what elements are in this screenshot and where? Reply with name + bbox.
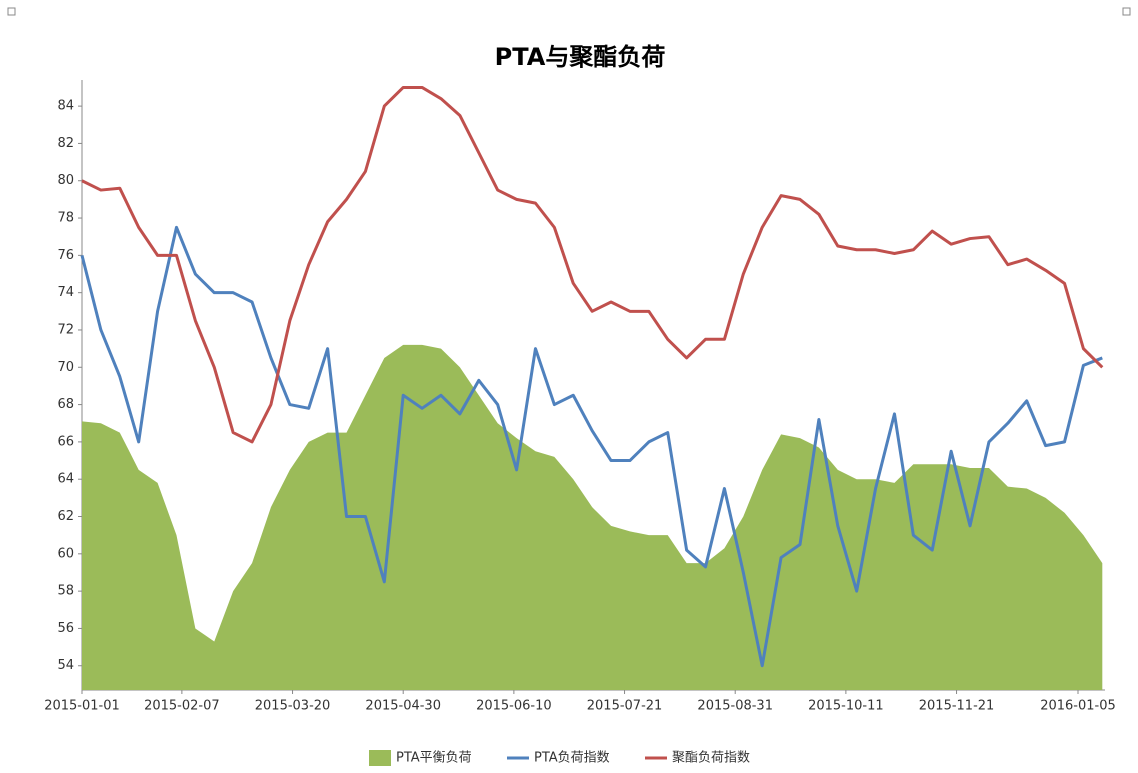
x-tick-label: 2015-11-21: [919, 699, 995, 714]
y-tick-label: 68: [57, 397, 74, 412]
x-tick-label: 2015-02-07: [144, 699, 220, 714]
y-tick-label: 56: [57, 621, 74, 636]
line: [81, 85, 1104, 444]
y-tick-label: 76: [57, 248, 74, 263]
y-tick-label: 62: [57, 509, 74, 524]
y-tick-label: 66: [57, 434, 74, 449]
legend-label: PTA平衡负荷: [396, 751, 472, 766]
y-tick-label: 80: [57, 173, 74, 188]
x-tick-label: 2015-03-20: [255, 699, 331, 714]
x-tick-label: 2015-06-10: [476, 699, 552, 714]
x-tick-label: 2015-01-01: [44, 699, 120, 714]
y-tick-label: 70: [57, 360, 74, 375]
y-tick-label: 58: [57, 584, 74, 599]
x-tick-label: 2015-04-30: [365, 699, 441, 714]
y-tick-label: 64: [57, 472, 74, 487]
x-tick-label: 2016-01-05: [1040, 699, 1116, 714]
area: [82, 344, 1103, 690]
y-tick-label: 54: [57, 658, 74, 673]
legend-label: 聚酯负荷指数: [672, 751, 750, 766]
y-tick-label: 72: [57, 322, 74, 337]
legend-swatch: [369, 750, 391, 766]
y-tick-label: 60: [57, 546, 74, 561]
y-tick-label: 82: [57, 136, 74, 151]
x-tick-label: 2015-08-31: [697, 699, 773, 714]
x-tick-label: 2015-07-21: [587, 699, 663, 714]
legend-label: PTA负荷指数: [534, 751, 610, 766]
chart-title: PTA与聚酯负荷: [495, 43, 666, 71]
y-tick-label: 74: [57, 285, 74, 300]
corner-handle: [7, 7, 16, 16]
line: [80, 225, 1103, 668]
corner-handle: [1122, 7, 1131, 16]
x-tick-label: 2015-10-11: [808, 699, 884, 714]
y-tick-label: 78: [57, 211, 74, 226]
y-tick-label: 84: [57, 99, 74, 114]
